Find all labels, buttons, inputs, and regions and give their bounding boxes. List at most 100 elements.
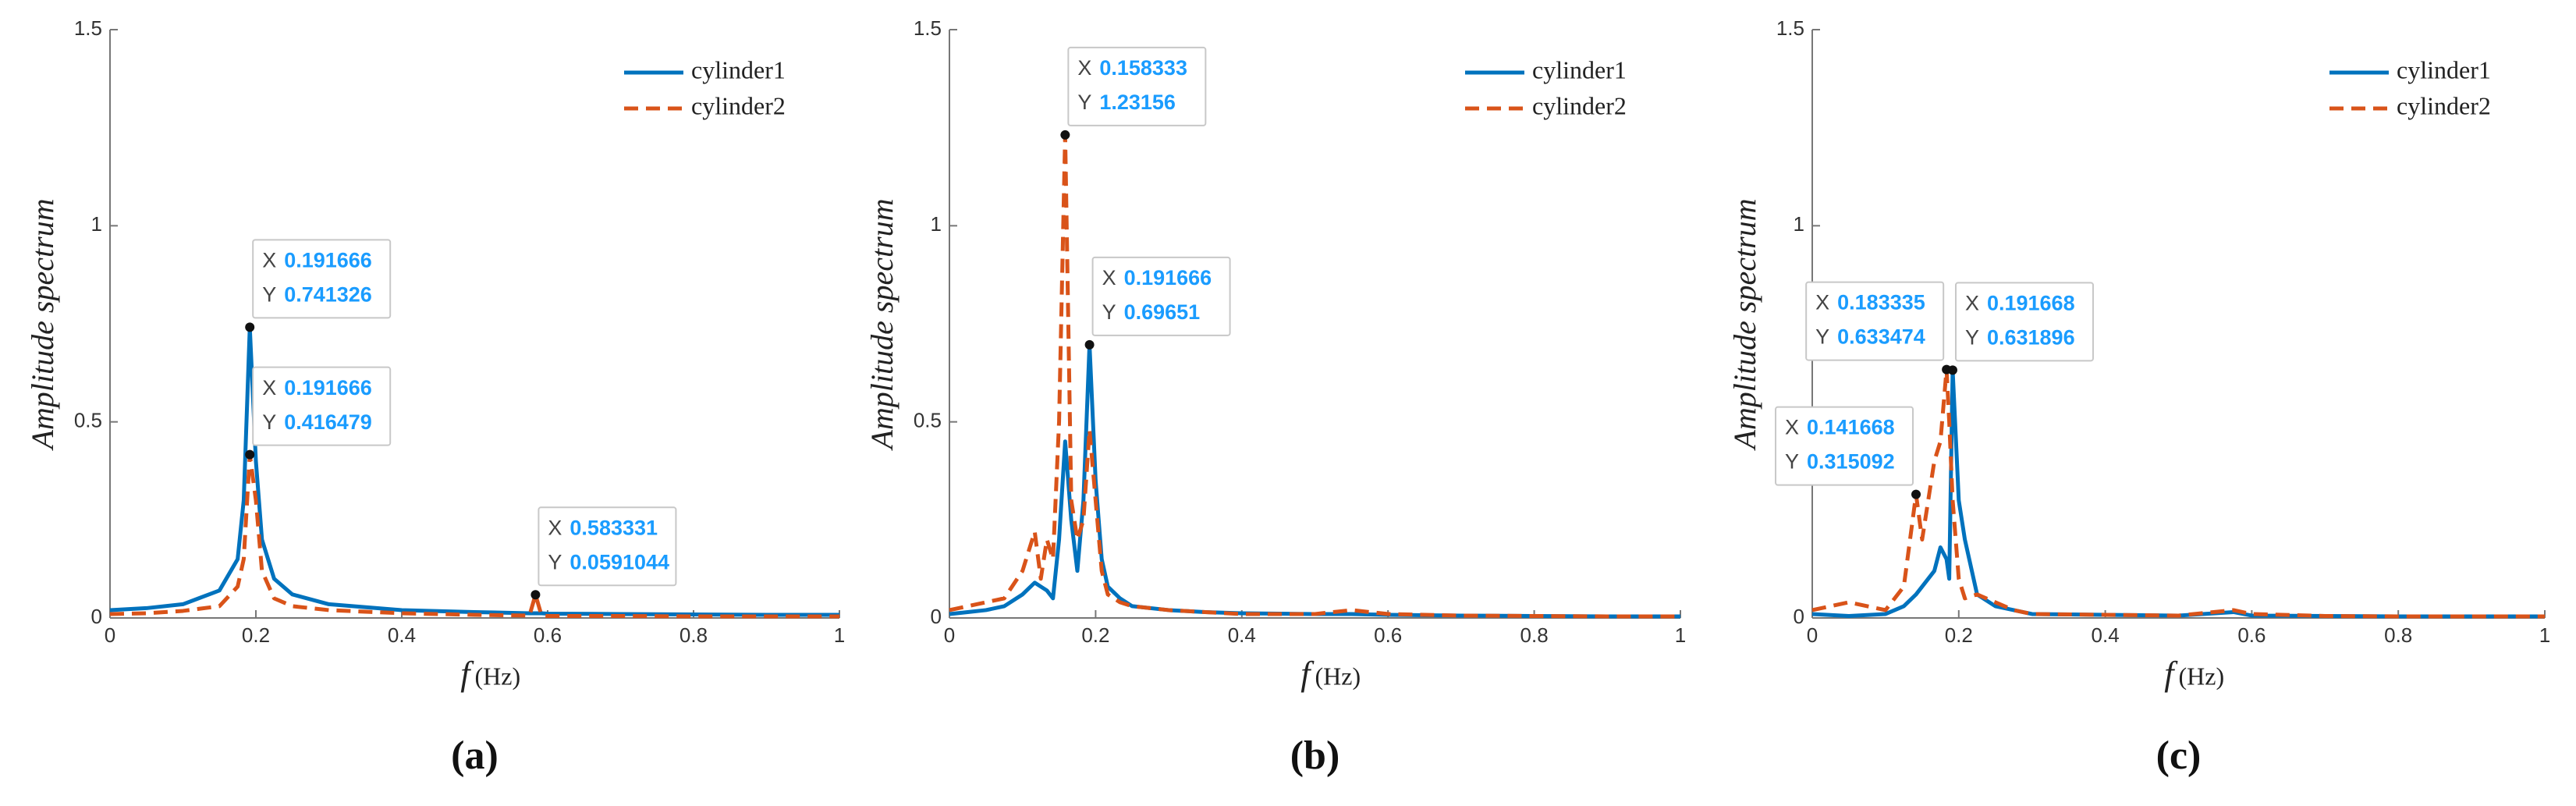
legend-label: cylinder1 <box>691 55 786 83</box>
y-axis-label: Amplitude spectrum <box>1727 198 1762 451</box>
x-tick-label: 1 <box>834 623 845 647</box>
x-tick-label: 0.6 <box>534 623 562 647</box>
datatip-box <box>252 366 392 446</box>
y-tick-label: 1.5 <box>1776 16 1804 40</box>
y-axis-label: Amplitude spectrum <box>25 198 60 451</box>
datatip-point <box>1947 365 1957 375</box>
datatip-key: Y <box>262 282 276 306</box>
series-line <box>949 133 1680 619</box>
datatip-value: 1.23156 <box>1099 91 1176 114</box>
y-tick-label: 0.5 <box>74 409 102 432</box>
legend-label: cylinder1 <box>1532 55 1627 83</box>
datatip-key: Y <box>1785 450 1799 474</box>
x-tick-label: 0.8 <box>679 623 708 647</box>
x-axis-label: f <box>2164 655 2178 693</box>
x-tick-label: 0.4 <box>2092 623 2120 647</box>
datatip-box <box>1775 406 1914 486</box>
datatip-key: Y <box>1815 325 1829 349</box>
panel-label: (a) <box>451 733 499 778</box>
datatip-key: X <box>548 516 562 539</box>
x-axis-unit: (Hz) <box>475 662 521 690</box>
datatip-value: 0.741326 <box>284 282 372 306</box>
datatip-key: X <box>1077 56 1091 80</box>
x-axis-unit: (Hz) <box>2179 662 2225 690</box>
x-tick-label: 0 <box>1807 623 1818 647</box>
datatip-key: X <box>1965 291 1979 314</box>
datatip-point <box>1060 130 1070 140</box>
y-tick-label: 1 <box>1794 212 1804 236</box>
datatip-point <box>1084 339 1095 350</box>
datatip-box <box>1954 282 2094 362</box>
datatip-value: 0.191666 <box>1124 266 1212 289</box>
y-tick-label: 1.5 <box>74 16 102 40</box>
datatip-point <box>1911 489 1921 499</box>
datatip-key: X <box>1785 416 1799 439</box>
panel-label: (c) <box>2156 733 2202 778</box>
datatip-value: 0.416479 <box>284 410 372 434</box>
datatip-key: Y <box>1077 91 1091 114</box>
x-tick-label: 0 <box>105 623 115 647</box>
x-tick-label: 0.8 <box>1520 623 1549 647</box>
datatip-box <box>538 506 677 587</box>
datatip-key: Y <box>1102 300 1116 324</box>
y-tick-label: 1 <box>931 212 942 236</box>
datatip-value: 0.633474 <box>1837 325 1925 349</box>
datatip-value: 0.183335 <box>1837 291 1925 314</box>
y-tick-label: 0 <box>1794 605 1804 628</box>
series-line <box>109 325 839 617</box>
datatip-value: 0.191668 <box>1987 291 2075 314</box>
y-tick-label: 1 <box>91 212 102 236</box>
legend-label: cylinder2 <box>1532 91 1627 119</box>
datatip-key: X <box>262 248 276 272</box>
datatip-point <box>245 322 255 332</box>
datatip-box <box>252 239 392 319</box>
y-tick-label: 0.5 <box>914 409 942 432</box>
series-line <box>109 453 839 619</box>
datatip-value: 0.191666 <box>284 376 372 399</box>
x-tick-label: 1 <box>1675 623 1686 647</box>
datatip-box <box>1067 46 1207 126</box>
datatip-value: 0.191666 <box>284 248 372 272</box>
datatip-point <box>530 590 541 600</box>
y-tick-label: 0 <box>931 605 942 628</box>
datatip-box <box>1805 281 1945 361</box>
x-tick-label: 0.4 <box>388 623 416 647</box>
x-tick-label: 0 <box>944 623 955 647</box>
y-axis-label: Amplitude spectrum <box>864 198 899 451</box>
series-line <box>1811 367 2545 619</box>
x-axis-unit: (Hz) <box>1315 662 1361 690</box>
datatip-box <box>1091 256 1231 336</box>
datatip-value: 0.631896 <box>1987 325 2075 349</box>
series-line <box>949 343 1680 619</box>
legend-label: cylinder2 <box>2397 91 2491 119</box>
x-axis-label: f <box>1300 655 1315 693</box>
datatip-point <box>245 449 255 460</box>
x-tick-label: 0.4 <box>1228 623 1256 647</box>
x-tick-label: 0.8 <box>2384 623 2412 647</box>
x-tick-label: 0.2 <box>1081 623 1109 647</box>
datatip-key: X <box>262 376 276 399</box>
y-tick-label: 1.5 <box>914 16 942 40</box>
y-tick-label: 0 <box>91 605 102 628</box>
panel-label: (b) <box>1290 733 1340 778</box>
x-axis-label: f <box>460 655 474 693</box>
datatip-key: Y <box>1965 325 1979 349</box>
x-tick-label: 0.6 <box>1374 623 1402 647</box>
legend-label: cylinder1 <box>2397 55 2491 83</box>
legend-label: cylinder2 <box>691 91 786 119</box>
datatip-value: 0.0591044 <box>569 550 669 573</box>
x-tick-label: 0.2 <box>1945 623 1973 647</box>
datatip-key: Y <box>548 550 562 573</box>
datatip-key: X <box>1815 291 1829 314</box>
datatip-value: 0.583331 <box>569 516 658 539</box>
datatip-value: 0.141668 <box>1807 416 1895 439</box>
datatip-value: 0.158333 <box>1099 56 1187 80</box>
x-tick-label: 1 <box>2539 623 2550 647</box>
datatip-key: X <box>1102 266 1116 289</box>
datatip-key: Y <box>262 410 276 434</box>
datatip-value: 0.69651 <box>1124 300 1201 324</box>
series-line <box>1811 367 2545 619</box>
datatip-value: 0.315092 <box>1807 450 1895 474</box>
